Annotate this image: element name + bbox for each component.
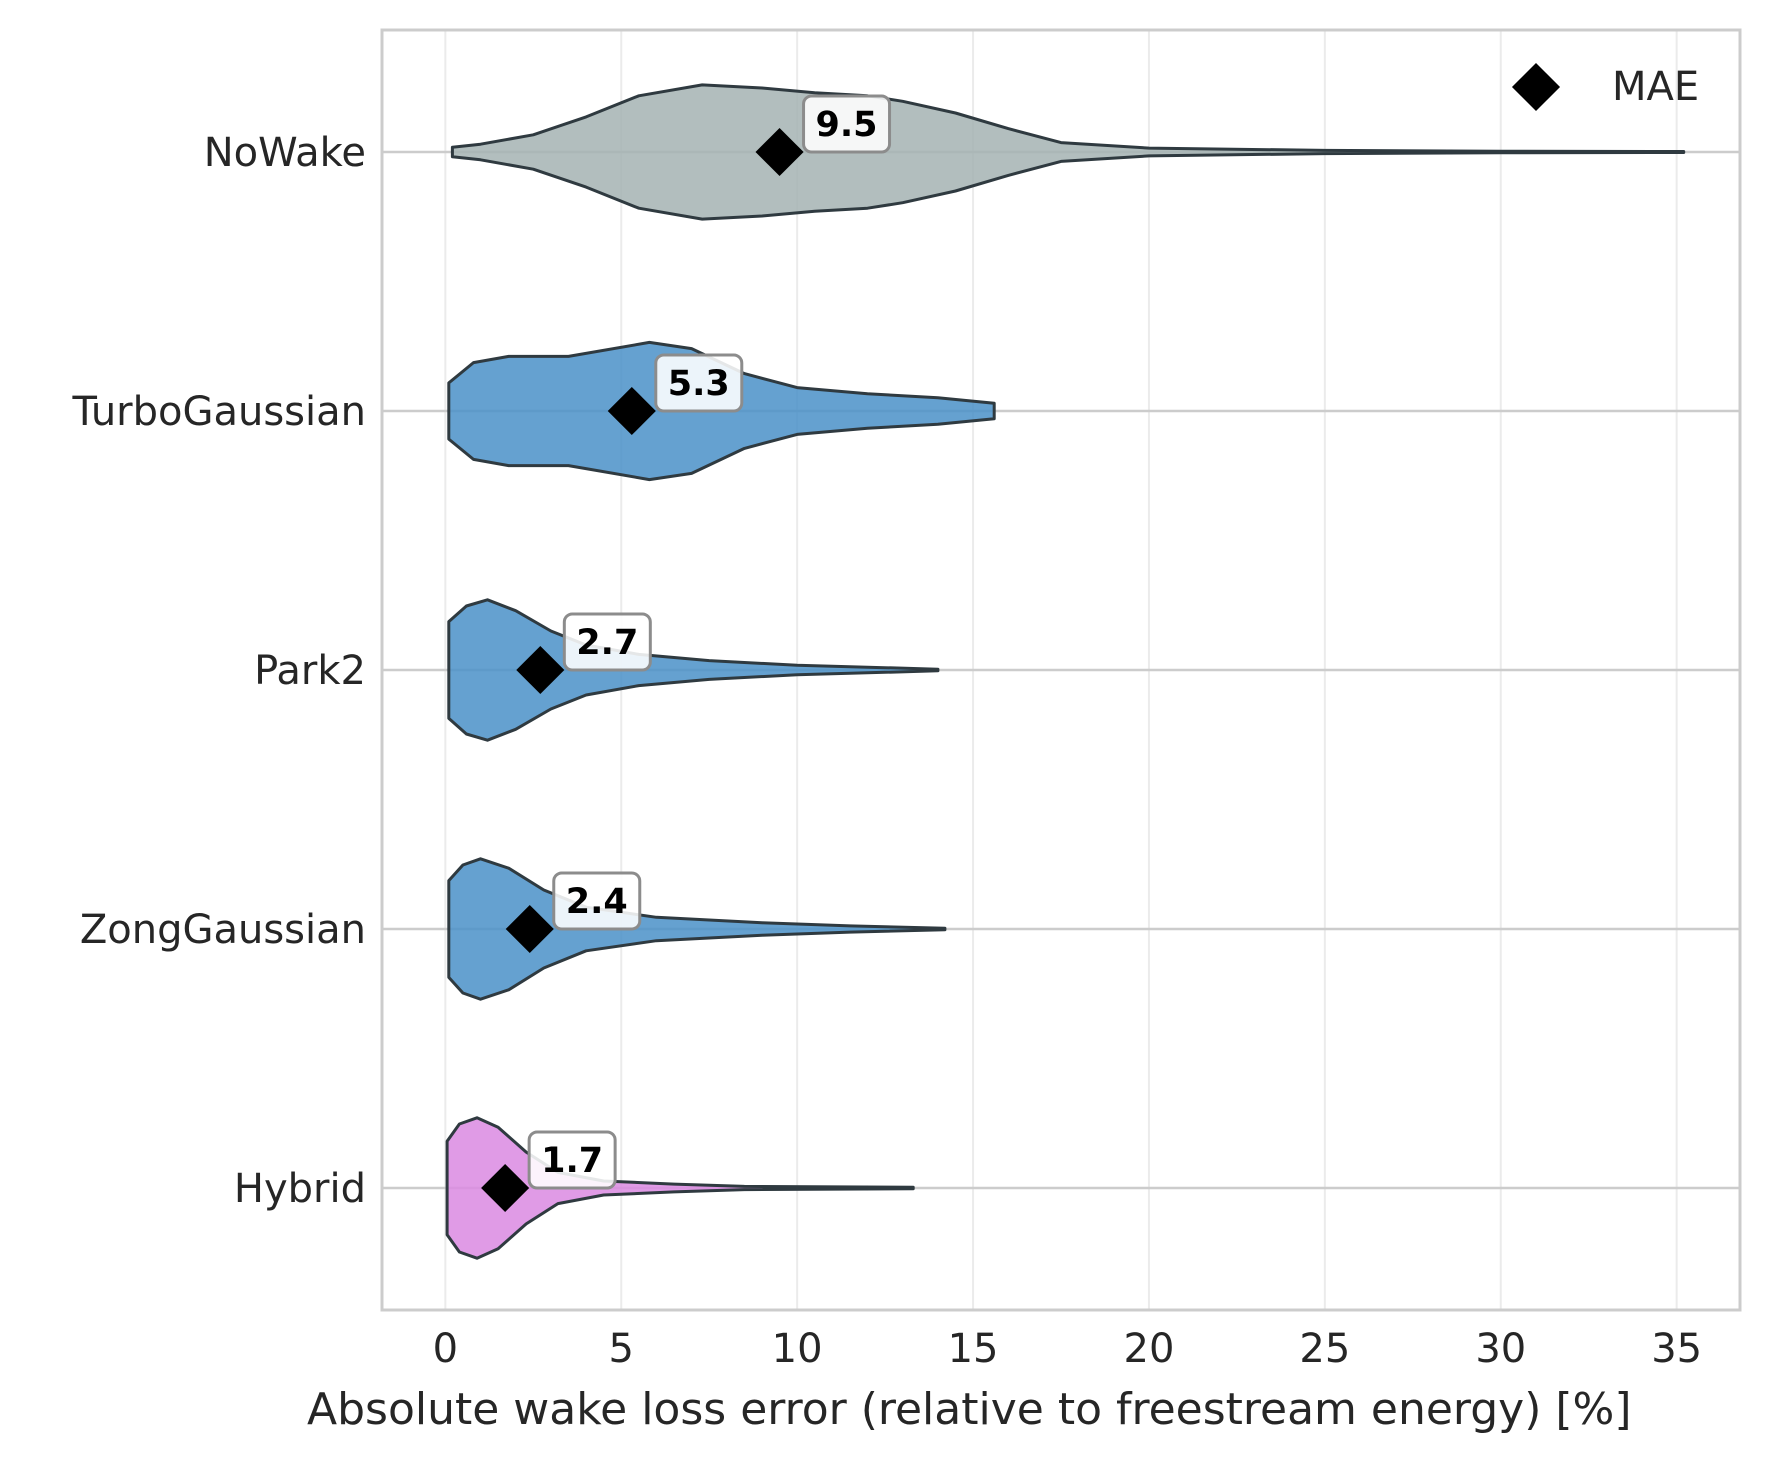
violin-ZongGaussian (447, 857, 947, 1001)
mae-label-TurboGaussian: 5.3 (668, 364, 730, 404)
violin-Hybrid (445, 1116, 915, 1260)
y-tick-label: NoWake (204, 130, 366, 176)
mae-label-Park2: 2.7 (576, 623, 638, 663)
x-tick-label: 10 (772, 1326, 823, 1372)
mae-label-box-Park2 (562, 612, 652, 672)
x-tick-label: 5 (609, 1326, 634, 1372)
y-tick-labels: NoWake TurboGaussian Park2 ZongGaussian Hybr… (71, 130, 366, 1212)
x-tick-label: 0 (433, 1326, 458, 1372)
x-tick-labels: 0 5 10 15 20 25 30 35 (433, 1326, 1703, 1372)
mae-label-Hybrid: 1.7 (541, 1141, 603, 1181)
mae-label-ZongGaussian: 2.4 (566, 882, 628, 922)
mae-marker-TurboGaussian (607, 386, 656, 436)
mae-label-box-NoWake (802, 94, 892, 154)
x-tick-label: 35 (1651, 1326, 1702, 1372)
x-tick-label: 15 (948, 1326, 999, 1372)
y-tick-label: ZongGaussian (80, 907, 366, 953)
violin-NoWake (450, 83, 1686, 221)
mae-marker-ZongGaussian (505, 904, 554, 954)
mae-label-box-ZongGaussian (552, 871, 642, 931)
y-tick-label: Hybrid (234, 1166, 366, 1212)
y-tick-label: Park2 (254, 648, 366, 694)
mae-marker-NoWake (755, 127, 804, 177)
y-tick-label: TurboGaussian (71, 389, 366, 435)
mae-label-NoWake: 9.5 (816, 105, 878, 145)
mae-markers: 9.5 5.3 2.7 2.4 1.7 (481, 94, 892, 1213)
plot-frame (380, 28, 1742, 1312)
x-tick-label: 30 (1475, 1326, 1526, 1372)
x-axis-label: Absolute wake loss error (relative to fr… (307, 1384, 1632, 1435)
x-tick-label: 25 (1299, 1326, 1350, 1372)
mae-label-box-TurboGaussian (654, 353, 744, 413)
mae-label-box-Hybrid (527, 1130, 617, 1190)
violin-Park2 (447, 598, 940, 742)
x-tick-label: 20 (1124, 1326, 1175, 1372)
mae-marker-Park2 (516, 645, 565, 695)
legend-label-mae: MAE (1612, 64, 1699, 110)
